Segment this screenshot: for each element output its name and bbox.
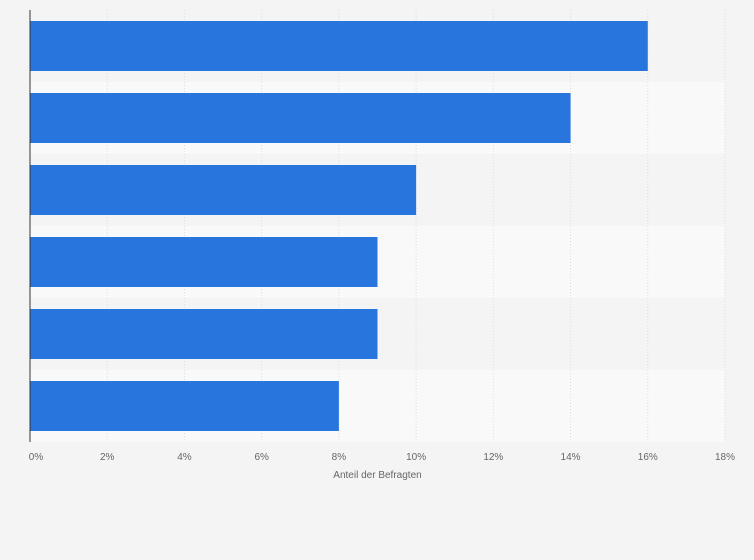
x-tick-label: 18% <box>715 452 735 463</box>
bar <box>30 237 378 287</box>
x-tick-label: 0% <box>29 452 44 463</box>
x-axis-title: Anteil der Befragten <box>333 470 421 481</box>
x-tick-label: 16% <box>638 452 658 463</box>
gridlines <box>106 10 726 442</box>
x-tick-label: 4% <box>177 452 192 463</box>
bar <box>30 21 648 71</box>
row-bands <box>30 10 725 442</box>
bar <box>30 309 378 359</box>
x-tick-label: 14% <box>561 452 581 463</box>
x-tick-label: 10% <box>406 452 426 463</box>
x-tick-labels: 0% 2% 4% 6% 8% 10% 12% 14% 16% 18% <box>29 452 735 463</box>
x-tick-label: 12% <box>483 452 503 463</box>
x-tick-label: 6% <box>254 452 269 463</box>
bar <box>30 381 339 431</box>
bar <box>30 93 571 143</box>
bar <box>30 165 417 215</box>
bars <box>30 21 648 431</box>
x-tick-label: 8% <box>332 452 347 463</box>
x-tick-label: 2% <box>100 452 115 463</box>
